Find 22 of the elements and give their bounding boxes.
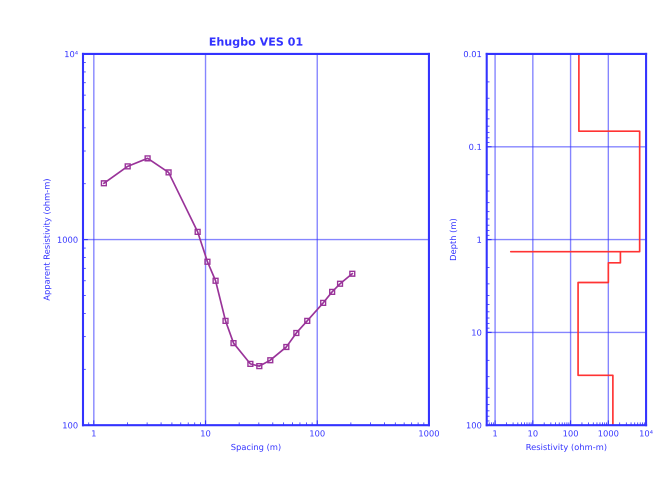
x-tick-label: 1000 <box>598 430 618 437</box>
y-tick-label: 0.01 <box>464 50 482 58</box>
y-axis-title: Depth (m) <box>450 218 458 260</box>
x-tick-label: 100 <box>564 430 578 437</box>
y-tick-label: 1000 <box>58 236 78 243</box>
chart-title: Ehugbo VES 01 <box>210 37 302 48</box>
y-tick-label: 1 <box>477 236 482 243</box>
x-tick-label: 1 <box>493 430 497 436</box>
x-tick-label: 1 <box>92 430 96 436</box>
y-tick-label: 100 <box>63 422 78 428</box>
x-tick-label: 100 <box>310 430 325 437</box>
y-tick-label: 100 <box>466 422 482 428</box>
x-axis-title: Spacing (m) <box>231 444 280 452</box>
x-tick-label: 1000 <box>419 430 439 437</box>
x-tick-label: 10 <box>201 430 210 437</box>
y-tick-label: 0.1 <box>469 144 482 150</box>
x-tick-label: 10 <box>528 430 538 437</box>
y-tick-label: 10 <box>472 329 482 336</box>
y-axis-title: Apparent Resistivity (ohm-m) <box>43 179 52 301</box>
x-tick-label: 10⁴ <box>640 430 653 437</box>
y-tick-label: 10⁴ <box>65 50 78 58</box>
x-axis-title: Resistivity (ohm-m) <box>526 444 606 452</box>
